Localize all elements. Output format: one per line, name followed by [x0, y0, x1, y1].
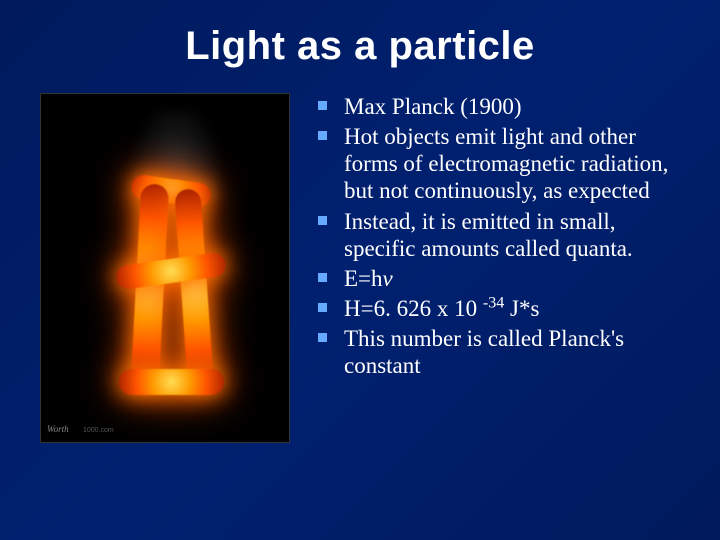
- bullet-item: Hot objects emit light and other forms o…: [318, 123, 680, 204]
- bullet-list: Max Planck (1900) Hot objects emit light…: [318, 93, 680, 510]
- bullet-text: H=6. 626 x 10 -34 J*s: [344, 296, 539, 321]
- bullet-text: Hot objects emit light and other forms o…: [344, 124, 668, 203]
- bullet-text: This number is called Planck's constant: [344, 326, 624, 378]
- glow-segment: [115, 251, 227, 290]
- slide-title: Light as a particle: [40, 24, 680, 69]
- bullet-item: Instead, it is emitted in small, specifi…: [318, 208, 680, 262]
- slide: Light as a particle Worth 1000.com Max P…: [0, 0, 720, 540]
- bullet-text: Max Planck (1900): [344, 94, 522, 119]
- glow-segment: [174, 188, 214, 384]
- bullet-item: Max Planck (1900): [318, 93, 680, 120]
- bullet-item: This number is called Planck's constant: [318, 325, 680, 379]
- glow-segment: [119, 369, 224, 395]
- bullet-marker-icon: [318, 216, 327, 225]
- bullet-text: E=hv: [344, 266, 393, 291]
- hot-metal-image: Worth 1000.com: [40, 93, 290, 443]
- bullet-ul: Max Planck (1900) Hot objects emit light…: [318, 93, 680, 379]
- bullet-item: H=6. 626 x 10 -34 J*s: [318, 295, 680, 322]
- bullet-marker-icon: [318, 101, 327, 110]
- slide-content: Worth 1000.com Max Planck (1900) Hot obj…: [40, 93, 680, 510]
- image-watermark-right: 1000.com: [83, 427, 114, 434]
- image-column: Worth 1000.com: [40, 93, 290, 510]
- bullet-item: E=hv: [318, 265, 680, 292]
- bullet-text: Instead, it is emitted in small, specifi…: [344, 209, 633, 261]
- bullet-marker-icon: [318, 131, 327, 140]
- bullet-marker-icon: [318, 303, 327, 312]
- bullet-marker-icon: [318, 333, 327, 342]
- bullet-marker-icon: [318, 273, 327, 282]
- image-watermark-left: Worth: [47, 424, 69, 434]
